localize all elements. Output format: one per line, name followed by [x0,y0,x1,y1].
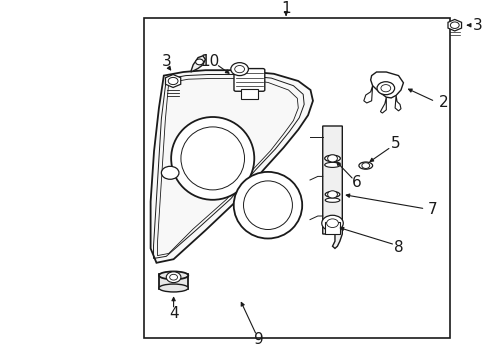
Circle shape [327,191,337,198]
Text: 3: 3 [161,54,171,69]
Ellipse shape [325,198,339,202]
Polygon shape [370,72,403,98]
Ellipse shape [159,271,188,279]
Text: 8: 8 [393,240,403,255]
Text: 2: 2 [438,95,447,110]
Circle shape [321,215,343,231]
Ellipse shape [324,162,340,167]
Polygon shape [322,126,342,248]
Circle shape [234,66,244,73]
Text: 9: 9 [254,332,264,347]
Polygon shape [190,56,205,72]
Circle shape [376,82,394,95]
Circle shape [169,274,177,280]
Circle shape [326,219,338,228]
Circle shape [195,59,203,65]
Circle shape [327,155,337,162]
Ellipse shape [243,181,292,230]
Ellipse shape [159,284,188,292]
Circle shape [230,63,248,76]
Text: 6: 6 [351,175,361,190]
Bar [159,274,188,289]
Ellipse shape [181,127,244,190]
Polygon shape [150,70,312,263]
Polygon shape [447,19,461,31]
Circle shape [168,77,178,85]
Polygon shape [380,97,386,113]
Polygon shape [165,75,181,87]
Text: 4: 4 [168,306,178,321]
Circle shape [166,272,181,283]
Ellipse shape [324,155,340,162]
Bar [240,89,258,99]
Ellipse shape [325,192,339,197]
Circle shape [161,166,179,179]
Text: 7: 7 [427,202,437,217]
FancyBboxPatch shape [233,68,264,91]
Polygon shape [363,86,372,103]
Circle shape [380,85,390,92]
Ellipse shape [233,172,302,238]
Ellipse shape [358,162,372,169]
Circle shape [449,22,458,28]
Polygon shape [394,95,400,111]
Text: 5: 5 [390,136,400,152]
Text: 3: 3 [471,18,481,33]
Bar [325,222,339,234]
Circle shape [361,163,369,168]
Text: 1: 1 [281,1,290,16]
Ellipse shape [171,117,254,200]
Text: 10: 10 [200,54,220,69]
Bar [144,18,449,338]
